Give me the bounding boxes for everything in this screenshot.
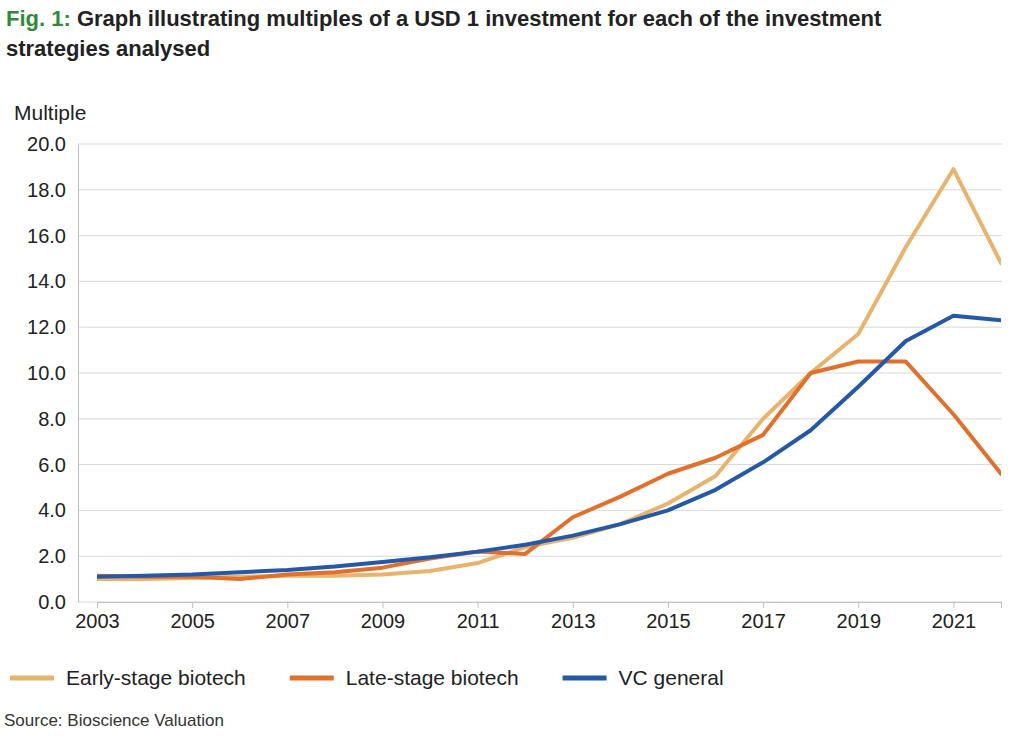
y-axis-line — [78, 145, 79, 603]
x-tick: 2011 — [457, 602, 500, 632]
x-tick: 2005 — [170, 602, 215, 632]
legend-item: Early-stage biotech — [10, 666, 246, 689]
y-tick: 20.0 — [27, 133, 78, 155]
y-tick-label: 6.0 — [38, 454, 66, 476]
y-tick-label: 12.0 — [27, 316, 66, 338]
y-tick: 10.0 — [27, 362, 78, 384]
x-tick-label: 2007 — [266, 610, 311, 632]
legend-label: VC general — [619, 666, 724, 689]
x-tick: 2003 — [75, 602, 120, 632]
y-tick-label: 10.0 — [27, 362, 66, 384]
series-line — [97, 169, 1001, 579]
x-tick-label: 2003 — [75, 610, 120, 632]
x-tick-label: 2005 — [170, 610, 215, 632]
x-tick-mark — [763, 602, 764, 608]
grid-line — [78, 189, 1002, 190]
series-line — [97, 362, 1001, 580]
x-tick-label: 2019 — [837, 610, 882, 632]
title: Fig. 1: Graph illustrating multiples of … — [6, 6, 887, 61]
grid-line — [78, 510, 1002, 511]
grid-line — [78, 235, 1002, 236]
y-tick-label: 20.0 — [27, 133, 66, 155]
x-tick: 2007 — [266, 602, 311, 632]
x-tick: 2019 — [837, 602, 882, 632]
grid-line — [78, 556, 1002, 557]
y-tick: 16.0 — [27, 225, 78, 247]
y-tick: 14.0 — [27, 270, 78, 292]
y-tick-label: 18.0 — [27, 179, 66, 201]
series-line — [97, 316, 1001, 577]
y-tick-label: 8.0 — [38, 408, 66, 430]
chart: Fig. 1: Graph illustrating multiples of … — [0, 0, 1024, 743]
legend-swatch — [290, 676, 334, 681]
x-tick: 2009 — [361, 602, 406, 632]
legend-label: Early-stage biotech — [66, 666, 246, 689]
x-tick-label: 2017 — [741, 610, 786, 632]
y-tick: 6.0 — [38, 454, 78, 476]
grid — [78, 144, 1002, 602]
y-tick: 18.0 — [27, 179, 78, 201]
x-tick-mark — [573, 602, 574, 608]
grid-line — [78, 144, 1002, 145]
y-axis: 0.0 2.0 4.0 6.0 8.0 10.0 12.0 14.0 16.0 18.0 20.0 — [27, 133, 78, 613]
y-tick: 4.0 — [38, 499, 78, 521]
y-tick: 12.0 — [27, 316, 78, 338]
grid-line — [78, 464, 1002, 465]
y-tick-label: 0.0 — [38, 591, 66, 613]
y-tick-label: 4.0 — [38, 499, 66, 521]
x-tick-label: 2009 — [361, 610, 406, 632]
grid-line — [78, 373, 1002, 374]
x-tick-label: 2013 — [551, 610, 596, 632]
x-tick-mark — [478, 602, 479, 608]
y-tick-label: 2.0 — [38, 545, 66, 567]
x-axis-line — [98, 603, 1002, 609]
legend-swatch — [10, 676, 54, 681]
legend-item: Late-stage biotech — [290, 666, 519, 689]
plot-area — [97, 169, 1001, 579]
legend-item: VC general — [563, 666, 724, 689]
x-tick-mark — [953, 602, 954, 608]
x-tick: 2021 — [932, 602, 977, 632]
grid-line — [78, 281, 1002, 282]
source: Source: Bioscience Valuation — [4, 711, 224, 730]
x-tick: 2013 — [551, 602, 596, 632]
x-axis: 2003 2005 2007 2009 2011 2013 2015 2017 2019 2021 — [75, 602, 1001, 632]
x-tick-mark — [858, 602, 859, 608]
grid-line — [78, 418, 1002, 419]
x-tick-label: 2015 — [646, 610, 691, 632]
x-tick-mark — [668, 602, 669, 608]
y-tick-label: 16.0 — [27, 225, 66, 247]
y-tick: 8.0 — [38, 408, 78, 430]
x-tick: 2017 — [741, 602, 786, 632]
x-tick-mark — [192, 602, 193, 608]
x-tick-mark — [382, 602, 383, 608]
x-tick-mark — [287, 602, 288, 608]
y-tick: 0.0 — [38, 591, 78, 613]
y-tick-label: 14.0 — [27, 270, 66, 292]
y-axis-title: Multiple — [14, 101, 86, 124]
x-tick: 2015 — [646, 602, 691, 632]
legend-label: Late-stage biotech — [346, 666, 519, 689]
y-tick: 2.0 — [38, 545, 78, 567]
x-tick-label: 2021 — [932, 610, 977, 632]
x-tick-label: 2011 — [457, 610, 500, 632]
x-tick-mark — [97, 602, 98, 608]
legend: Early-stage biotech Late-stage biotech VC … — [10, 666, 724, 689]
legend-swatch — [563, 676, 607, 681]
